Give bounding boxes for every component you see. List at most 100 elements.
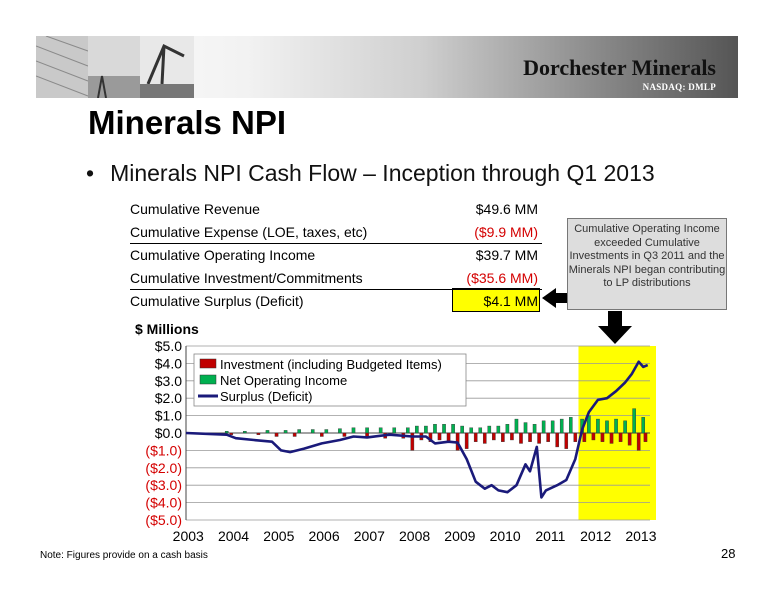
row-value: ($9.9 MM) xyxy=(474,224,538,240)
operating-income-bar xyxy=(550,420,555,434)
operating-income-bar xyxy=(365,427,369,434)
y-tick-label: $3.0 xyxy=(155,373,182,389)
row-label: Cumulative Expense (LOE, taxes, etc) xyxy=(130,224,368,240)
investment-bar xyxy=(510,432,514,441)
y-tick-label: ($1.0) xyxy=(145,442,182,458)
investment-bar xyxy=(501,432,505,442)
investment-bar xyxy=(320,432,324,437)
operating-income-bar xyxy=(559,418,564,434)
investment-bar xyxy=(618,432,623,442)
y-tick-label: $1.0 xyxy=(155,408,182,424)
investment-bar xyxy=(437,432,442,441)
operating-income-bar xyxy=(623,420,627,434)
legend-investment-swatch xyxy=(199,358,217,369)
row-value: $39.7 MM xyxy=(475,247,538,263)
footnote: Note: Figures provide on a cash basis xyxy=(40,550,208,561)
investment-bar xyxy=(410,432,415,451)
operating-income-bar xyxy=(433,424,437,434)
investment-bar xyxy=(342,432,347,437)
operating-income-bar xyxy=(415,425,419,434)
row-label: Cumulative Operating Income xyxy=(130,247,316,263)
investment-bar xyxy=(546,432,550,442)
row-value: ($35.6 MM) xyxy=(466,270,538,286)
investment-bar xyxy=(573,432,578,442)
operating-income-bar xyxy=(478,427,483,434)
investment-bar xyxy=(473,432,478,442)
page-number: 28 xyxy=(721,546,736,561)
operating-income-bar xyxy=(265,430,270,434)
operating-income-bar xyxy=(283,430,288,434)
operating-income-bar xyxy=(442,424,446,434)
x-tick-label: 2008 xyxy=(399,528,430,544)
operating-income-bar xyxy=(568,417,573,434)
x-tick-label: 2013 xyxy=(625,528,656,544)
table-row: Cumulative Operating Income $39.7 MM xyxy=(130,244,542,267)
y-tick-label: ($4.0) xyxy=(145,495,182,511)
surplus-line xyxy=(185,360,649,499)
legend-operating-swatch xyxy=(199,374,217,385)
investment-bar xyxy=(482,432,487,444)
investment-bar xyxy=(643,432,648,442)
operating-income-bar xyxy=(424,425,428,434)
investment-bar xyxy=(292,432,297,437)
page-title: Minerals NPI xyxy=(88,104,287,141)
operating-income-bar xyxy=(605,420,609,434)
table-divider xyxy=(130,243,542,244)
operating-income-bar xyxy=(505,424,510,434)
y-tick-label: ($2.0) xyxy=(145,460,182,476)
legend-label: Surplus (Deficit) xyxy=(220,389,312,404)
y-tick-label: $0.0 xyxy=(155,425,182,441)
y-axis-title: $ Millions xyxy=(135,321,199,337)
operating-income-bar xyxy=(451,424,455,434)
operating-income-bar xyxy=(392,427,397,434)
surplus-highlight xyxy=(452,288,540,312)
bullet-text: Minerals NPI Cash Flow – Inception throu… xyxy=(110,160,655,186)
investment-bar xyxy=(492,432,496,441)
operating-income-bar xyxy=(596,418,600,434)
operating-income-bar xyxy=(532,424,537,434)
investment-bar xyxy=(555,432,559,448)
investment-bar xyxy=(229,432,234,435)
x-tick-label: 2006 xyxy=(308,528,339,544)
operating-income-bar xyxy=(514,418,519,434)
investment-bar xyxy=(609,432,614,444)
operating-income-bar xyxy=(338,428,342,434)
x-tick-label: 2004 xyxy=(218,528,249,544)
operating-income-bar xyxy=(310,429,315,434)
bullet-point: • Minerals NPI Cash Flow – Inception thro… xyxy=(86,160,655,187)
investment-bar xyxy=(519,432,523,444)
legend-label: Investment (including Budgeted Items) xyxy=(220,357,442,372)
investment-bar xyxy=(564,432,569,449)
x-tick-label: 2009 xyxy=(444,528,475,544)
investment-bar xyxy=(528,432,532,442)
investment-bar xyxy=(582,432,587,442)
investment-bar xyxy=(446,432,451,442)
y-tick-label: $2.0 xyxy=(155,390,182,406)
investment-bar xyxy=(627,432,632,446)
y-tick-label: ($5.0) xyxy=(145,512,182,528)
operating-income-bar xyxy=(469,427,473,434)
investment-bar xyxy=(537,432,541,444)
x-tick-label: 2012 xyxy=(580,528,611,544)
callout-box: Cumulative Operating Income exceeded Cum… xyxy=(567,218,727,310)
legend-box xyxy=(193,353,467,407)
x-tick-label: 2003 xyxy=(173,528,204,544)
y-tick-label: ($3.0) xyxy=(145,477,182,493)
investment-bar xyxy=(274,432,279,437)
bullet-dot: • xyxy=(86,160,95,186)
operating-income-bar xyxy=(224,431,229,434)
operating-income-bar xyxy=(406,427,410,434)
table-row: Cumulative Expense (LOE, taxes, etc) ($9.… xyxy=(130,221,542,244)
operating-income-bar xyxy=(460,425,464,434)
operating-income-bar xyxy=(297,429,301,434)
brand-name: Dorchester Minerals xyxy=(523,55,716,80)
operating-income-bar xyxy=(541,420,546,434)
y-tick-label: $4.0 xyxy=(155,355,182,371)
y-tick-label: $5.0 xyxy=(155,338,182,354)
operating-income-bar xyxy=(632,408,636,434)
table-row: Cumulative Investment/Commitments ($35.6 … xyxy=(130,267,542,290)
operating-income-bar xyxy=(351,427,356,434)
operating-income-bar xyxy=(324,429,329,434)
operating-income-bar xyxy=(496,425,501,434)
